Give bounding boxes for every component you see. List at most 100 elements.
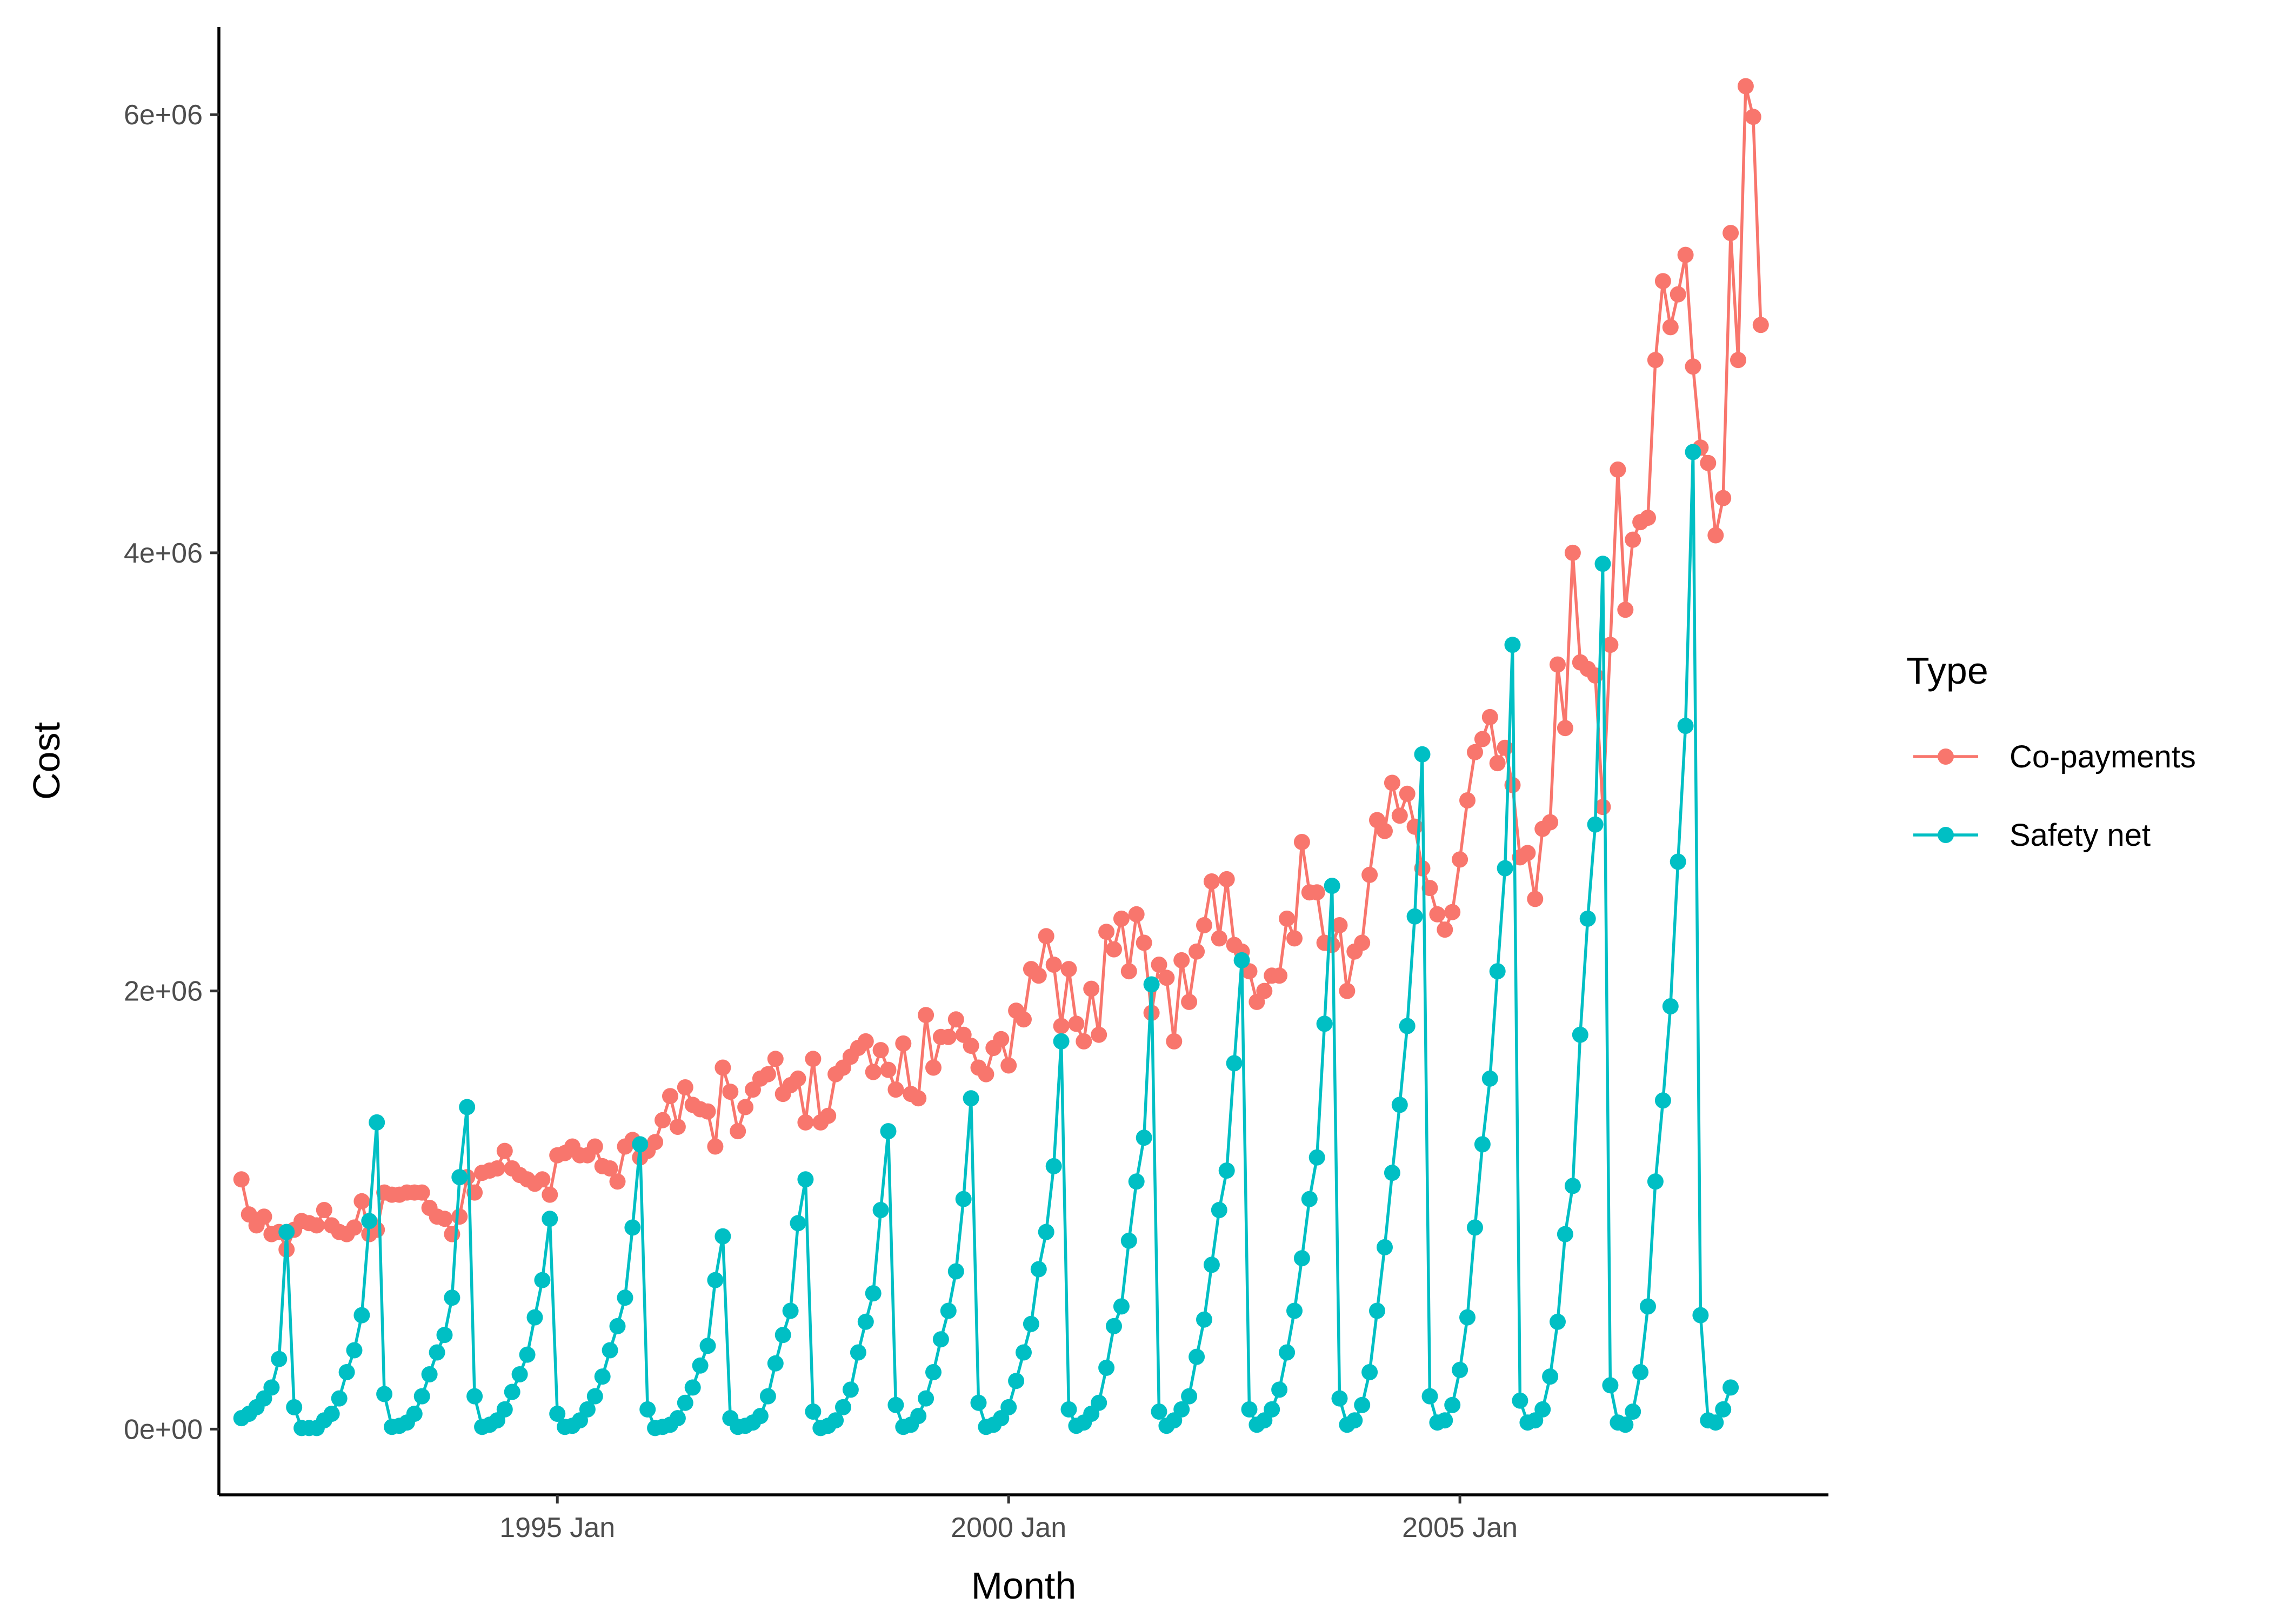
- data-point-safety-net: [1361, 1364, 1378, 1380]
- data-point-safety-net: [1189, 1348, 1205, 1365]
- data-point-safety-net: [1722, 1379, 1739, 1396]
- data-point-safety-net: [1406, 908, 1423, 925]
- data-point-co-payments: [1391, 807, 1408, 824]
- data-point-safety-net: [511, 1366, 528, 1382]
- data-point-safety-net: [797, 1171, 814, 1188]
- data-point-safety-net: [586, 1388, 603, 1405]
- data-point-safety-net: [421, 1366, 438, 1382]
- series-points-co-payments: [233, 78, 1769, 1258]
- data-point-safety-net: [1241, 1401, 1258, 1418]
- data-point-safety-net: [1707, 1414, 1724, 1431]
- data-point-safety-net: [963, 1090, 979, 1107]
- data-point-co-payments: [1256, 983, 1273, 999]
- data-point-safety-net: [1226, 1055, 1243, 1072]
- x-tick-label: 1995 Jan: [499, 1512, 615, 1543]
- data-point-safety-net: [496, 1401, 513, 1418]
- data-point-co-payments: [1737, 78, 1754, 95]
- legend-key-point-safety-net: [1938, 827, 1954, 843]
- data-point-safety-net: [805, 1404, 822, 1420]
- data-point-co-payments: [715, 1059, 731, 1076]
- data-point-safety-net: [1008, 1373, 1025, 1389]
- data-point-safety-net: [1459, 1309, 1476, 1326]
- data-point-safety-net: [1640, 1298, 1656, 1315]
- data-point-safety-net: [1354, 1396, 1371, 1413]
- data-point-safety-net: [707, 1272, 724, 1288]
- data-point-safety-net: [1369, 1302, 1385, 1319]
- data-point-co-payments: [925, 1059, 942, 1076]
- data-point-co-payments: [602, 1160, 618, 1177]
- data-point-co-payments: [451, 1208, 468, 1225]
- data-point-safety-net: [1399, 1018, 1416, 1034]
- data-point-co-payments: [865, 1064, 882, 1080]
- data-point-co-payments: [1481, 709, 1498, 725]
- data-point-safety-net: [639, 1401, 656, 1418]
- data-point-co-payments: [1384, 774, 1400, 791]
- data-point-safety-net: [1316, 1015, 1333, 1032]
- data-point-co-payments: [880, 1061, 897, 1078]
- data-point-safety-net: [504, 1384, 520, 1400]
- plot-area: [233, 78, 1769, 1436]
- data-point-safety-net: [1023, 1315, 1039, 1332]
- data-point-safety-net: [1271, 1381, 1288, 1398]
- data-point-safety-net: [955, 1191, 972, 1207]
- data-point-safety-net: [1685, 444, 1701, 460]
- data-point-co-payments: [1564, 544, 1581, 561]
- data-point-safety-net: [278, 1224, 295, 1240]
- x-tick-label: 2000 Jan: [951, 1512, 1066, 1543]
- data-point-safety-net: [669, 1410, 686, 1427]
- data-point-safety-net: [624, 1219, 641, 1236]
- data-point-safety-net: [1143, 976, 1160, 993]
- data-point-safety-net: [1489, 963, 1506, 980]
- data-point-safety-net: [1091, 1394, 1107, 1411]
- data-point-co-payments: [1038, 928, 1054, 945]
- data-point-co-payments: [887, 1081, 904, 1098]
- data-point-safety-net: [526, 1309, 543, 1326]
- data-point-co-payments: [947, 1011, 964, 1028]
- data-point-co-payments: [413, 1184, 430, 1201]
- data-point-co-payments: [1136, 934, 1152, 951]
- data-point-safety-net: [1587, 816, 1604, 833]
- data-point-co-payments: [1542, 814, 1559, 831]
- data-point-safety-net: [1550, 1313, 1566, 1330]
- data-point-co-payments: [1452, 851, 1468, 868]
- data-point-safety-net: [406, 1406, 423, 1422]
- data-point-co-payments: [1722, 225, 1739, 242]
- data-point-safety-net: [699, 1338, 716, 1354]
- data-point-co-payments: [609, 1173, 626, 1190]
- data-point-co-payments: [233, 1171, 250, 1188]
- data-point-safety-net: [715, 1228, 731, 1245]
- data-point-co-payments: [1677, 246, 1694, 263]
- data-point-safety-net: [1120, 1232, 1137, 1249]
- data-point-safety-net: [617, 1289, 633, 1306]
- data-point-safety-net: [1151, 1404, 1167, 1420]
- data-point-safety-net: [872, 1202, 889, 1218]
- data-point-safety-net: [940, 1302, 957, 1319]
- data-point-safety-net: [857, 1313, 874, 1330]
- data-point-co-payments: [1361, 866, 1378, 883]
- y-tick-label: 4e+06: [124, 538, 203, 569]
- data-point-safety-net: [692, 1357, 709, 1374]
- data-point-co-payments: [1444, 904, 1461, 920]
- data-point-safety-net: [759, 1388, 776, 1405]
- data-point-safety-net: [323, 1406, 340, 1422]
- series-line-co-payments: [240, 84, 1762, 1251]
- data-point-co-payments: [730, 1123, 746, 1140]
- data-point-safety-net: [684, 1379, 701, 1396]
- data-point-safety-net: [842, 1381, 859, 1398]
- data-point-co-payments: [910, 1090, 927, 1107]
- data-point-safety-net: [1534, 1401, 1551, 1418]
- data-point-safety-net: [602, 1342, 618, 1359]
- data-point-safety-net: [1497, 860, 1513, 877]
- data-point-co-payments: [1654, 273, 1671, 290]
- data-point-co-payments: [534, 1171, 551, 1188]
- data-point-co-payments: [707, 1138, 724, 1155]
- data-point-co-payments: [316, 1202, 332, 1218]
- data-point-safety-net: [1421, 1388, 1438, 1405]
- data-point-co-payments: [1016, 1011, 1032, 1028]
- data-point-co-payments: [1211, 930, 1227, 947]
- data-point-co-payments: [857, 1033, 874, 1050]
- data-point-co-payments: [1339, 983, 1356, 999]
- x-tick-label: 2005 Jan: [1402, 1512, 1518, 1543]
- data-point-co-payments: [496, 1142, 513, 1159]
